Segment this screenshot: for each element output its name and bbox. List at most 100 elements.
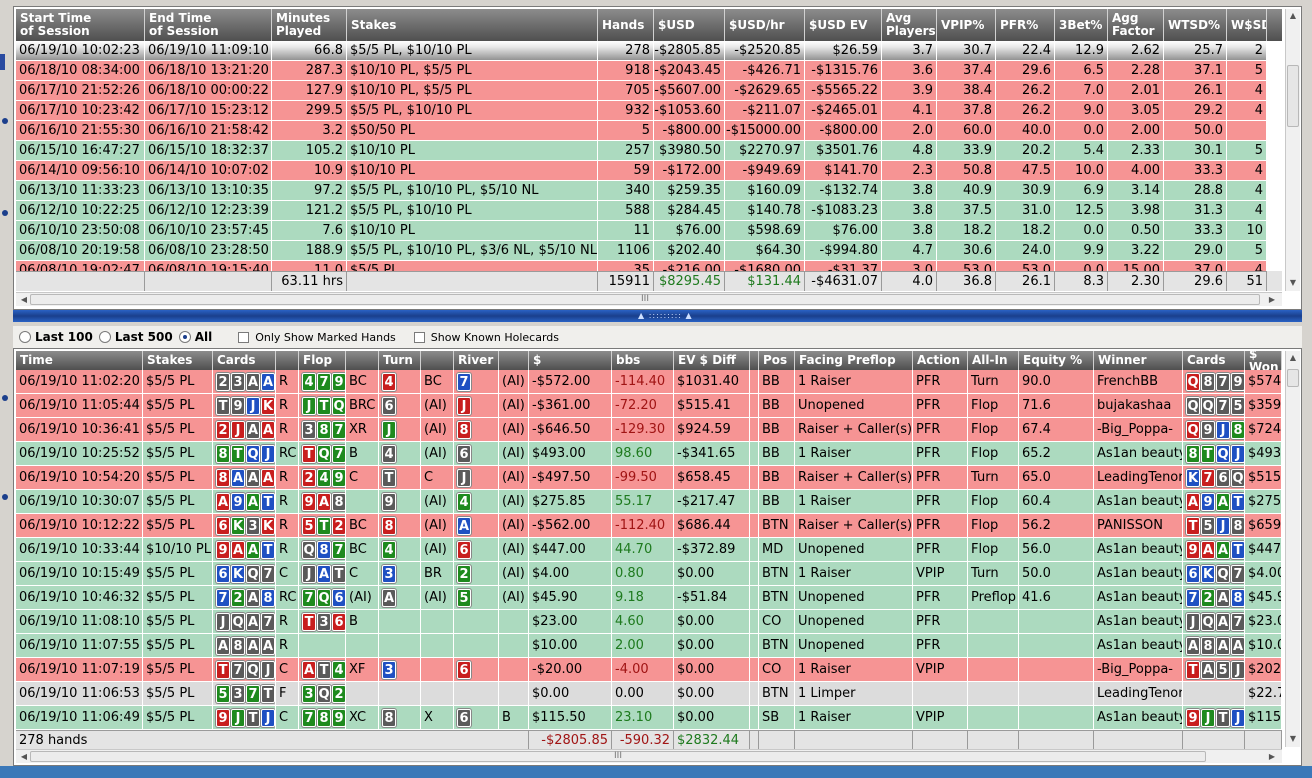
hand-row[interactable]: 06/19/10 11:06:49 $5/5 PL 9 J T J C 7 8 9 XC 8 X 6 B $1… xyxy=(16,706,1282,730)
column-header[interactable]: PFR% xyxy=(996,9,1055,41)
scroll-thumb[interactable]: III xyxy=(30,751,1206,762)
column-header[interactable]: Facing Preflop xyxy=(795,351,913,370)
hands-vertical-scrollbar[interactable]: ▲ ▼ xyxy=(1285,351,1300,747)
session-row[interactable]: 06/15/10 16:47:27 06/15/10 18:32:37 105.2 $… xyxy=(16,141,1267,161)
hands-horizontal-scrollbar[interactable]: ◀ III ▶ xyxy=(16,749,1282,763)
right-arrow-icon[interactable]: ▶ xyxy=(1268,295,1276,304)
column-header[interactable]: $ Won xyxy=(1245,351,1282,370)
table-cell: BTN xyxy=(759,586,795,610)
radio-last-100[interactable]: Last 100 xyxy=(19,330,93,344)
column-header[interactable]: Start Time of Session xyxy=(16,9,145,41)
checkbox-box[interactable] xyxy=(413,331,425,343)
radio-dot[interactable] xyxy=(98,331,111,343)
hand-row[interactable]: 06/19/10 10:33:44 $10/10 PL 9 A A T R Q 8 7 BC 4 (AI… xyxy=(16,538,1282,562)
column-header[interactable]: Stakes xyxy=(143,351,213,370)
session-row[interactable]: 06/12/10 10:22:25 06/12/10 12:23:39 121.2 $… xyxy=(16,201,1267,221)
session-row[interactable]: 06/16/10 21:55:30 06/16/10 21:58:42 3.2 $50… xyxy=(16,121,1267,141)
column-header[interactable]: Action xyxy=(913,351,968,370)
playing-card: 7 xyxy=(332,540,345,559)
table-cell: LeadingTenor xyxy=(1094,682,1183,706)
down-arrow-icon[interactable]: ▼ xyxy=(1289,734,1297,743)
playing-card: Q xyxy=(317,444,331,463)
column-header[interactable]: Pos xyxy=(759,351,795,370)
hand-row[interactable]: 06/19/10 11:06:53 $5/5 PL 5 3 7 T F 3 Q 2 $0.00 0.0… xyxy=(16,682,1282,706)
session-row[interactable]: 06/08/10 20:19:58 06/08/10 23:28:50 188.9 $… xyxy=(16,241,1267,261)
left-arrow-icon[interactable]: ◀ xyxy=(20,295,28,304)
column-header[interactable]: 3Bet% xyxy=(1055,9,1108,41)
column-header[interactable]: Cards xyxy=(1183,351,1245,370)
session-row[interactable]: 06/18/10 08:34:00 06/18/10 13:21:20 287.3 $… xyxy=(16,61,1267,81)
up-arrow-icon[interactable]: ▲ xyxy=(1289,353,1297,362)
table-cell: 37.5 xyxy=(937,201,996,221)
column-header[interactable] xyxy=(276,351,299,370)
show-known-holecards-checkbox[interactable]: Show Known Holecards xyxy=(413,331,559,344)
column-header[interactable]: Hands xyxy=(598,9,654,41)
session-row[interactable]: 06/10/10 23:50:08 06/10/10 23:57:45 7.6 $10… xyxy=(16,221,1267,241)
hand-row[interactable]: 06/19/10 11:07:19 $5/5 PL T 7 Q J C A T 4 XF 3 6 -$20… xyxy=(16,658,1282,682)
column-header[interactable]: Cards xyxy=(213,351,276,370)
column-header[interactable]: W$SD% xyxy=(1227,9,1267,41)
session-row[interactable]: 06/14/10 09:56:10 06/14/10 10:07:02 10.9 $1… xyxy=(16,161,1267,181)
scroll-thumb[interactable]: III xyxy=(30,294,1260,305)
hand-row[interactable]: 06/19/10 11:05:44 $5/5 PL T 9 J K R J T Q BRC 6 (AI)… xyxy=(16,394,1282,418)
hand-row[interactable]: 06/19/10 11:08:10 $5/5 PL J Q A 7 R T 3 6 B $23.00 4… xyxy=(16,610,1282,634)
column-header[interactable]: EV $ Diff xyxy=(674,351,750,370)
column-header[interactable]: $ xyxy=(529,351,612,370)
hand-row[interactable]: 06/19/10 10:36:41 $5/5 PL 2 J A A R 3 8 7 XR J (AI) 8… xyxy=(16,418,1282,442)
right-arrow-icon[interactable]: ▶ xyxy=(1268,752,1276,761)
left-arrow-icon[interactable]: ◀ xyxy=(20,752,28,761)
column-header[interactable]: Flop xyxy=(299,351,346,370)
hand-row[interactable]: 06/19/10 10:15:49 $5/5 PL 6 K Q 7 C J A T C 3 BR 2 (AI… xyxy=(16,562,1282,586)
column-header[interactable]: VPIP% xyxy=(937,9,996,41)
column-header[interactable]: Turn xyxy=(379,351,421,370)
radio-dot[interactable] xyxy=(178,331,191,343)
sessions-horizontal-scrollbar[interactable]: ◀ III ▶ xyxy=(16,292,1282,306)
hand-row[interactable]: 06/19/10 11:02:20 $5/5 PL 2 3 A A R 4 7 9 BC 4 BC 7 (A… xyxy=(16,370,1282,394)
session-row[interactable]: 06/13/10 11:33:23 06/13/10 13:10:35 97.2 $5… xyxy=(16,181,1267,201)
hand-row[interactable]: 06/19/10 10:46:32 $5/5 PL 7 2 A 8 RC 7 Q 6 (AI) A (A… xyxy=(16,586,1282,610)
hand-row[interactable]: 06/19/10 10:12:22 $5/5 PL 6 K 3 K R 5 T 2 BC 8 (AI) A… xyxy=(16,514,1282,538)
column-header[interactable]: $USD/hr xyxy=(725,9,805,41)
column-header[interactable]: River xyxy=(454,351,499,370)
column-header[interactable]: Agg Factor xyxy=(1108,9,1164,41)
hand-row[interactable]: 06/19/10 10:25:52 $5/5 PL 8 T Q J RC T Q 7 B 4 (AI) 6… xyxy=(16,442,1282,466)
column-header[interactable] xyxy=(499,351,529,370)
hand-row[interactable]: 06/19/10 11:07:55 $5/5 PL A 8 A A R $10.00 2.00 $… xyxy=(16,634,1282,658)
column-header[interactable]: Stakes xyxy=(347,9,598,41)
column-header[interactable]: All-In xyxy=(968,351,1019,370)
session-row[interactable]: 06/17/10 10:23:42 06/17/10 15:23:12 299.5 $… xyxy=(16,101,1267,121)
column-header[interactable]: $USD xyxy=(654,9,725,41)
table-cell: 06/12/10 12:23:39 xyxy=(145,201,272,221)
table-cell: BB xyxy=(759,370,795,394)
down-arrow-icon[interactable]: ▼ xyxy=(1289,278,1297,287)
only-marked-hands-checkbox[interactable]: Only Show Marked Hands xyxy=(238,331,396,344)
checkbox-box[interactable] xyxy=(238,331,250,343)
column-header[interactable]: Time xyxy=(16,351,143,370)
radio-all[interactable]: All xyxy=(178,330,212,344)
hand-row[interactable]: 06/19/10 10:30:07 $5/5 PL A 9 A T R 9 A 8 9 (AI) 4 (A… xyxy=(16,490,1282,514)
pane-splitter[interactable]: ▲ ::::::::: ▲ xyxy=(13,310,1302,322)
column-header[interactable]: Equity % xyxy=(1019,351,1094,370)
column-header[interactable]: End Time of Session xyxy=(145,9,272,41)
table-cell: 24.0 xyxy=(996,241,1055,261)
radio-last-500[interactable]: Last 500 xyxy=(98,330,173,344)
session-row[interactable]: 06/17/10 21:52:26 06/18/10 00:00:22 127.9 $… xyxy=(16,81,1267,101)
radio-dot[interactable] xyxy=(19,331,31,343)
table-cell: 66.8 xyxy=(272,41,347,61)
up-arrow-icon[interactable]: ▲ xyxy=(1289,11,1297,20)
column-header[interactable] xyxy=(750,351,759,370)
column-header[interactable]: Avg Players xyxy=(882,9,937,41)
column-header[interactable] xyxy=(421,351,454,370)
column-header[interactable]: WTSD% xyxy=(1164,9,1227,41)
column-header[interactable]: Winner xyxy=(1094,351,1183,370)
scroll-thumb[interactable] xyxy=(1287,65,1299,127)
sessions-vertical-scrollbar[interactable]: ▲ ▼ xyxy=(1285,9,1300,291)
session-row[interactable]: 06/19/10 10:02:23 06/19/10 11:09:10 66.8 $5… xyxy=(16,41,1267,61)
hand-row[interactable]: 06/19/10 10:54:20 $5/5 PL 8 A A A R 2 4 9 C T C J (AI)… xyxy=(16,466,1282,490)
column-header[interactable]: bbs xyxy=(612,351,674,370)
column-header[interactable]: $USD EV xyxy=(805,9,882,41)
column-header[interactable]: Minutes Played xyxy=(272,9,347,41)
column-header[interactable] xyxy=(346,351,379,370)
playing-card: 8 xyxy=(216,444,230,463)
scroll-thumb[interactable] xyxy=(1287,369,1299,387)
